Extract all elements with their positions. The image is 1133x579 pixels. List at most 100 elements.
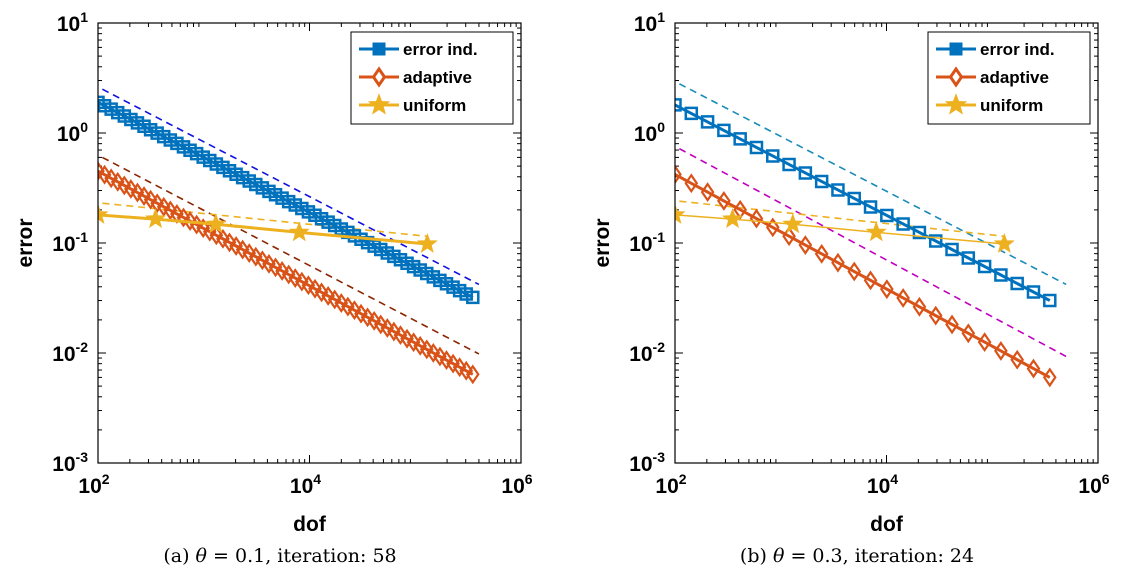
data-point <box>896 217 910 231</box>
data-point <box>183 143 197 158</box>
y-tick-label: 100 <box>634 119 665 146</box>
x-tick-exp: 2 <box>679 471 687 487</box>
data-point <box>928 234 943 248</box>
data-point <box>426 270 441 284</box>
chart-panel-a: 102 104 106 101 100 10-1 10-2 10-3 dof error error… <box>0 0 560 579</box>
data-point <box>420 266 434 281</box>
data-point <box>189 146 204 161</box>
y-tick-label: 101 <box>57 9 88 36</box>
data-point <box>945 314 959 335</box>
data-point <box>961 323 976 344</box>
data-point <box>446 353 460 374</box>
y-tick-base: 10 <box>52 233 75 256</box>
data-point <box>1026 285 1041 299</box>
y-tick-base: 10 <box>52 343 75 366</box>
data-point <box>717 191 731 211</box>
data-point <box>831 183 845 197</box>
data-point <box>143 189 158 210</box>
x-tick-label: 106 <box>501 471 532 498</box>
data-point <box>104 168 118 189</box>
y-tick-label: 10-2 <box>52 339 88 366</box>
data-point <box>327 289 342 310</box>
data-point <box>255 181 270 195</box>
data-point <box>393 253 408 267</box>
data-point <box>196 150 210 164</box>
data-point <box>406 259 421 274</box>
x-tick-exp: 4 <box>313 471 321 487</box>
data-point <box>387 321 401 342</box>
legend-label: uniform <box>403 96 466 115</box>
data-point <box>308 208 322 223</box>
x-tick-label: 106 <box>1078 471 1109 498</box>
caption-prefix: (b) <box>739 545 773 567</box>
series-line <box>675 103 1051 302</box>
x-tick-exp: 6 <box>525 471 533 487</box>
y-tick-base: 10 <box>634 13 657 36</box>
axes-box <box>674 22 1099 464</box>
data-point <box>684 173 699 194</box>
caption-b: (b) θ = 0.3, iteration: 24 <box>577 545 1133 567</box>
data-point <box>446 280 460 294</box>
x-tick-exp: 6 <box>1102 471 1110 487</box>
data-point <box>275 261 289 281</box>
data-point <box>413 263 427 277</box>
data-point <box>130 116 145 130</box>
y-tick-exp: 0 <box>657 119 665 135</box>
y-tick-label: 10-1 <box>52 229 88 256</box>
data-point <box>288 268 303 288</box>
data-point <box>170 136 184 151</box>
data-point <box>163 133 178 147</box>
data-point <box>977 332 992 353</box>
data-point <box>334 293 349 313</box>
data-point <box>176 140 191 154</box>
data-point <box>268 257 283 278</box>
data-point <box>994 268 1008 282</box>
data-point <box>301 205 316 219</box>
data-point <box>308 278 322 299</box>
chart-svg-b: 102 104 10610110010-110-210-3doferrorerror… <box>591 9 1110 536</box>
data-point <box>327 218 342 233</box>
data-point <box>157 129 171 144</box>
data-point <box>367 310 381 331</box>
x-tick-exp: 2 <box>102 471 110 487</box>
data-point <box>130 182 145 203</box>
data-point <box>98 164 112 185</box>
reference-line <box>102 156 480 355</box>
y-tick-exp: 1 <box>80 9 88 25</box>
legend-label: adaptive <box>980 68 1049 87</box>
data-point <box>1043 293 1057 308</box>
data-point <box>749 140 764 155</box>
caption-rest: = 0.1, iteration: 58 <box>206 545 397 567</box>
chart-panel-b: 102 104 106 101 100 10-1 10-2 10-3 dof error error… <box>577 0 1133 579</box>
x-tick-label: 102 <box>655 471 686 498</box>
data-point <box>700 182 715 203</box>
data-point <box>393 325 408 346</box>
x-tick-base: 10 <box>867 475 890 498</box>
x-axis-label: dof <box>293 513 327 536</box>
data-point <box>143 122 158 137</box>
y-tick-base: 10 <box>52 453 75 476</box>
data-point <box>341 296 355 317</box>
y-tick-base: 10 <box>57 123 80 146</box>
data-point <box>452 283 467 298</box>
data-point <box>288 198 303 212</box>
y-tick-base: 10 <box>629 343 652 366</box>
data-point <box>896 288 910 308</box>
data-point <box>452 357 467 378</box>
data-point <box>288 221 310 242</box>
caption-prefix: (a) <box>163 545 196 567</box>
legend-marker <box>367 93 391 115</box>
y-tick-exp: -2 <box>653 339 666 355</box>
data-point <box>782 213 804 234</box>
legend-marker <box>372 42 386 56</box>
y-tick-exp: -1 <box>653 229 666 245</box>
y-tick-exp: -2 <box>76 339 89 355</box>
x-tick-base: 10 <box>1078 475 1101 498</box>
data-point <box>798 166 813 180</box>
data-point <box>945 242 959 257</box>
x-tick-base: 10 <box>78 475 101 498</box>
caption-rest: = 0.3, iteration: 24 <box>784 545 975 567</box>
data-point <box>426 343 441 363</box>
data-point <box>765 217 780 238</box>
data-point <box>782 226 796 247</box>
